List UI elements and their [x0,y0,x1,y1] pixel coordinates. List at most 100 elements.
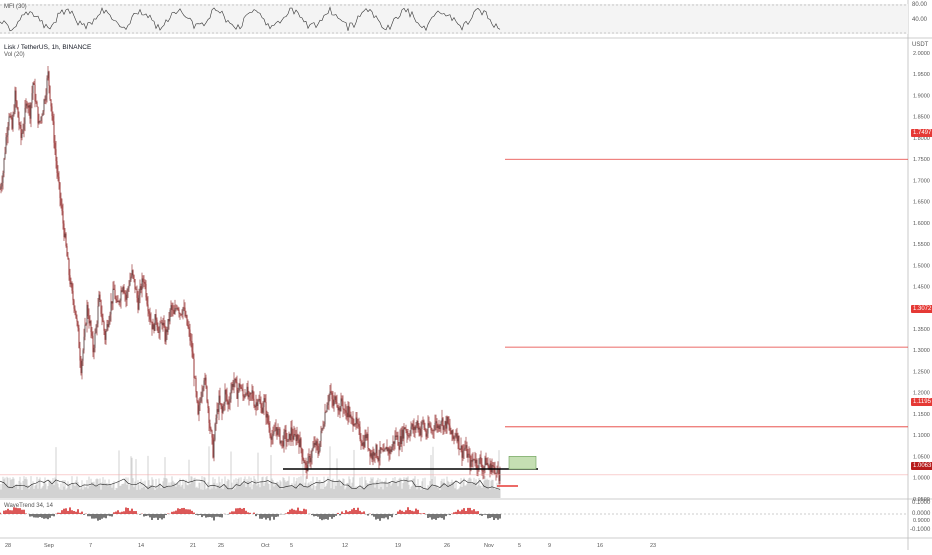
candle-body [9,116,10,125]
osc-bar [105,514,107,518]
volume-bar [289,476,290,498]
candle-body [329,395,330,402]
candle-body [220,396,221,403]
candle-body [299,440,300,447]
candle-body [349,406,350,417]
candle-body [231,390,232,400]
candle-body [56,149,57,161]
candle-body [173,310,174,311]
candle-body [174,310,175,314]
volume-bar [494,488,495,498]
volume-bar [191,476,192,498]
osc-bar [129,511,131,514]
candle-body [59,177,60,183]
candle-body [69,259,70,275]
candle-body [147,297,148,304]
candle-body [165,326,166,342]
candle-body [295,434,296,435]
volume-bar [401,479,402,498]
candle-body [84,337,85,351]
volume-bar [487,479,488,498]
candle-body [370,449,371,456]
osc-bar [107,514,109,516]
candle-body [181,314,182,315]
candle-body [451,431,452,434]
volume-bar [35,486,36,498]
candle-body [27,104,28,106]
volume-bar [200,483,201,498]
volume-bar [179,485,180,498]
candle-body [176,308,177,309]
candle-body [312,450,313,458]
candle-body [453,430,454,439]
osc-bar [483,514,485,515]
volume-bar [132,458,133,498]
candle-body [481,457,482,464]
candle-body [263,407,264,413]
candle-body [148,304,149,311]
candle-body [309,456,310,457]
candle-body [228,401,229,404]
candle-body [356,418,357,425]
candle-body [306,463,307,466]
volume-bar [338,481,339,498]
candle-body [216,418,217,424]
candle-body [384,450,385,451]
volume-bar [398,486,399,498]
candle-body [48,71,49,78]
candle-body [280,429,281,443]
volume-bar [58,483,59,498]
volume-bar [52,484,53,498]
volume-bar [254,476,255,498]
candle-body [245,394,246,397]
osc-bar [385,514,387,517]
osc-bar [327,514,329,520]
volume-bar [354,450,355,498]
volume-bar [68,481,69,498]
volume-bar [442,479,443,498]
osc-bar [275,514,277,517]
osc-bar [67,511,69,514]
volume-bar [216,488,217,498]
candle-body [241,387,242,389]
volume-bar [410,489,411,498]
volume-bar [341,486,342,498]
candle-body [143,278,144,281]
volume-bar [223,489,224,498]
candle-body [445,421,446,425]
osc-bar [77,509,79,514]
candle-body [77,318,78,321]
candle-body [110,314,111,321]
candle-body [162,323,163,326]
volume-bar [330,446,331,498]
volume-bar [197,487,198,498]
mfi-tick-80: 80.00 [912,2,927,8]
osc-bar [435,514,437,520]
candle-body [161,323,162,324]
candle-body [16,91,17,102]
x-tick-label: Sep [44,543,54,549]
volume-bar [120,486,121,498]
candle-body [485,458,486,467]
osc-bar [173,511,175,514]
volume-bar [476,479,477,498]
osc-bar [387,514,389,519]
candle-body [342,398,343,401]
candle-body [159,332,160,333]
volume-bar [312,488,313,498]
candle-body [240,384,241,387]
x-tick-label: 5 [518,543,521,549]
volume-bar [173,481,174,498]
osc-bar [315,514,317,516]
candle-body [261,404,262,408]
candle-body [459,436,460,449]
candle-body [87,305,88,324]
candle-body [238,390,239,399]
candle-body [131,277,132,280]
candle-body [315,443,316,445]
x-tick-label: 16 [597,543,603,549]
candle-body [50,86,51,99]
volume-bar [56,447,57,498]
osc-bar [311,514,313,515]
volume-bar [374,483,375,498]
